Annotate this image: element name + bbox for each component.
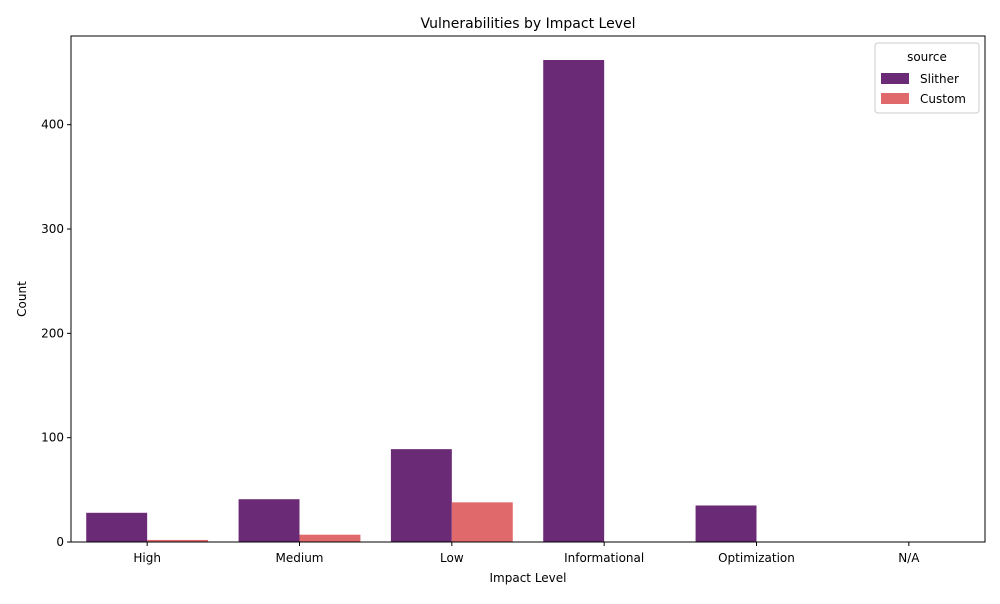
y-tick-label-0: 0 — [56, 535, 64, 549]
y-tick-label-400: 400 — [41, 118, 64, 132]
axes-layer: 0 100 200 300 400 High Medium Low Informational O… — [41, 35, 986, 565]
chart-title: Vulnerabilities by Impact Level — [421, 16, 636, 32]
bars-layer — [86, 60, 757, 542]
y-tick-label-100: 100 — [41, 431, 64, 445]
bar-custom-1 — [299, 534, 361, 542]
y-tick-label-200: 200 — [41, 326, 64, 340]
legend-label-slither: Slither — [920, 72, 959, 86]
legend-title: source — [907, 50, 947, 64]
x-tick-label-5: N/A — [898, 551, 920, 565]
bar-custom-2 — [451, 502, 513, 542]
legend-label-custom: Custom — [920, 92, 966, 106]
legend: source Slither Custom — [874, 42, 980, 114]
bar-slither-4 — [695, 505, 757, 542]
x-tick-label-4: Optimization — [718, 551, 795, 565]
legend-swatch-custom — [881, 93, 909, 104]
legend-swatch-slither — [881, 73, 909, 84]
y-tick-label-300: 300 — [41, 222, 64, 236]
x-tick-label-2: Low — [440, 551, 464, 565]
bar-slither-3 — [543, 60, 605, 542]
x-axis-label: Impact Level — [490, 571, 567, 585]
y-axis-label: Count — [15, 281, 29, 317]
x-tick-label-0: High — [133, 551, 161, 565]
bar-custom-0 — [147, 539, 209, 542]
bar-slither-1 — [238, 499, 300, 542]
plot-frame — [70, 35, 986, 543]
bar-slither-2 — [390, 449, 452, 542]
bar-slither-0 — [86, 512, 148, 542]
x-tick-label-3: Informational — [564, 551, 644, 565]
x-tick-label-1: Medium — [276, 551, 324, 565]
